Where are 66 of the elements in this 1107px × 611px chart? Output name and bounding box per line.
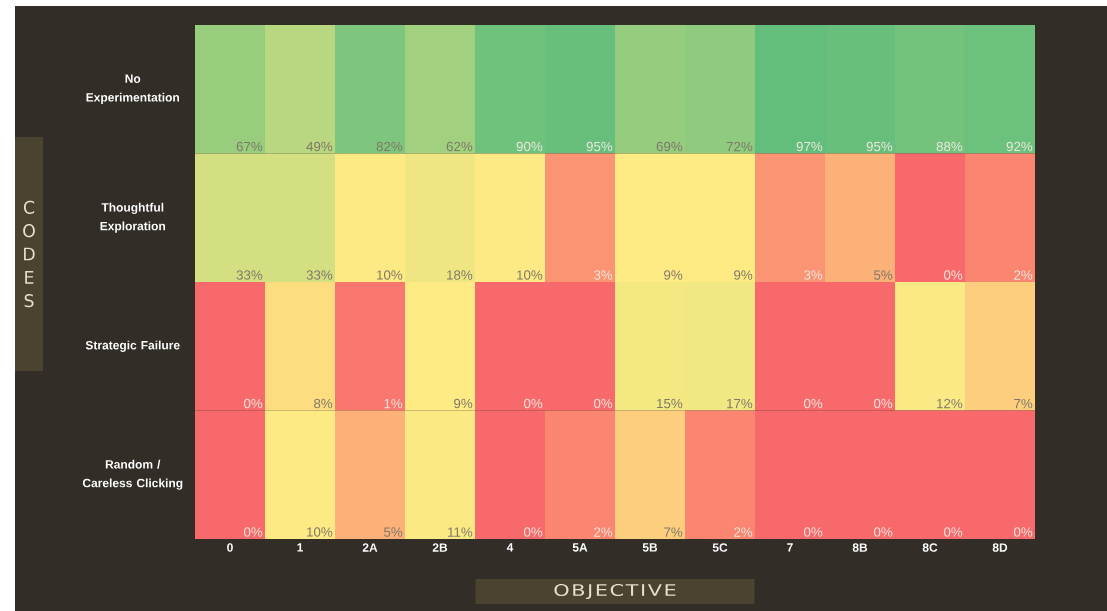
data-label: 0% [803, 527, 823, 537]
data-label: 0% [873, 527, 893, 537]
y-axis-title: CODES [23, 200, 35, 308]
data-label: 10% [377, 270, 403, 280]
data-label: 2% [734, 527, 753, 537]
data-label: 95% [586, 141, 613, 152]
x-tick-label: 8D [992, 543, 1008, 552]
x-tick-label: 8C [922, 543, 938, 552]
data-label: 17% [727, 398, 753, 409]
data-label: 5% [384, 527, 403, 537]
x-tick-label: 0 [227, 543, 233, 552]
data-label: 7% [664, 527, 683, 537]
data-label: 12% [937, 398, 963, 409]
data-label: 2% [1014, 270, 1033, 280]
data-label: 0% [593, 398, 613, 409]
data-label: 82% [376, 141, 403, 152]
data-label: 18% [447, 270, 473, 280]
x-tick-label: 5B [642, 543, 658, 552]
x-tick-label: 2B [432, 543, 448, 552]
y-tick-label: Random / Careless Clicking [82, 459, 183, 490]
data-label: 0% [243, 527, 263, 537]
data-label: 90% [516, 141, 543, 152]
y-tick-label: Thoughtful Exploration [100, 202, 165, 233]
data-label: 33% [236, 270, 263, 280]
data-label: 9% [734, 270, 753, 280]
data-label: 0% [803, 398, 823, 409]
data-label: 49% [306, 141, 333, 152]
data-label: 8% [314, 398, 333, 409]
data-label: 0% [943, 527, 963, 537]
data-label: 7% [1014, 398, 1033, 409]
x-tick-label: 4 [506, 543, 514, 552]
data-label: 0% [523, 398, 543, 409]
y-tick-label: No Experimentation [86, 74, 179, 104]
data-label: 69% [656, 141, 683, 152]
data-label: 15% [657, 398, 683, 409]
data-label: 3% [593, 270, 613, 280]
data-label: 97% [796, 141, 823, 152]
data-label: 0% [523, 527, 543, 537]
data-label: 1% [384, 398, 403, 409]
x-tick-label: 2A [362, 543, 378, 552]
x-tick-label: 5A [572, 543, 588, 552]
x-tick-label: 8B [852, 543, 868, 552]
data-label: 0% [243, 398, 263, 409]
data-label: 5% [874, 270, 893, 280]
data-label: 33% [306, 270, 333, 280]
data-label: 88% [936, 141, 963, 152]
data-label: 72% [726, 141, 753, 152]
data-label: 62% [446, 141, 473, 152]
data-label: 0% [1013, 527, 1033, 537]
x-axis-title: OBJECTIVE [554, 583, 676, 600]
data-label: 10% [307, 527, 333, 537]
data-label: 10% [517, 270, 543, 280]
data-label: 9% [664, 270, 683, 280]
data-label: 0% [873, 398, 893, 409]
x-tick-label: 5C [712, 543, 728, 552]
x-tick-label: 1 [297, 543, 303, 552]
data-label: 9% [454, 398, 473, 409]
data-label: 2% [594, 527, 613, 537]
data-label: 92% [1006, 141, 1033, 152]
data-label: 95% [866, 141, 893, 152]
data-label: 3% [803, 270, 823, 280]
data-label: 67% [236, 141, 263, 152]
y-tick-label: Strategic Failure [85, 340, 180, 352]
data-label: 11% [448, 527, 473, 537]
data-label: 0% [943, 270, 963, 280]
x-tick-label: 7 [787, 543, 793, 552]
